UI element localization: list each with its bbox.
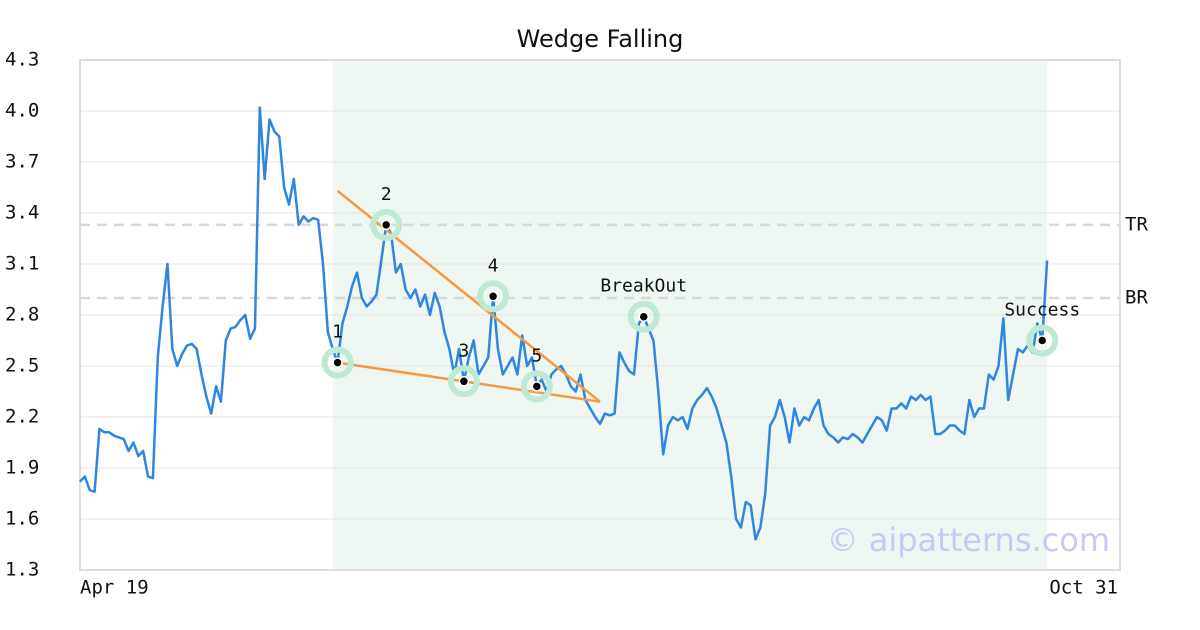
- marker-dot: [531, 381, 543, 392]
- marker-dot: [380, 219, 392, 231]
- y-tick-label: 1.6: [5, 508, 39, 530]
- marker-halo: [321, 346, 354, 379]
- y-tick-label: 4.0: [5, 100, 39, 122]
- level-label: BR: [1125, 287, 1148, 309]
- y-tick-label: 1.3: [5, 559, 39, 581]
- level-label: TR: [1125, 213, 1148, 235]
- marker-label: BreakOut: [600, 276, 687, 297]
- marker-label: Success: [1004, 300, 1080, 321]
- y-tick-label: 2.5: [5, 355, 39, 377]
- marker-halo: [1026, 324, 1059, 357]
- marker-halo: [627, 300, 660, 333]
- y-tick-label: 2.2: [5, 406, 39, 428]
- x-tick-label: Apr 19: [80, 577, 149, 599]
- marker-dot: [458, 376, 470, 387]
- marker-dot: [1036, 335, 1048, 346]
- marker-halo: [520, 370, 553, 403]
- price-line: [79, 106, 1049, 541]
- y-tick-label: 1.9: [5, 457, 39, 479]
- marker-halo: [447, 365, 480, 398]
- marker-label: 5: [531, 345, 542, 366]
- marker-dot: [487, 291, 499, 302]
- marker-halo: [370, 208, 403, 241]
- marker-label: 4: [488, 255, 499, 276]
- watermark: © aipatterns.com: [827, 521, 1110, 559]
- marker-label: 1: [332, 322, 343, 343]
- marker-label: 2: [381, 184, 392, 205]
- y-tick-label: 2.8: [5, 304, 39, 326]
- y-tick-label: 3.7: [5, 151, 39, 173]
- chart-title: Wedge Falling: [517, 25, 684, 53]
- plot-frame: [79, 59, 1121, 571]
- marker-dot: [638, 311, 649, 322]
- y-tick-label: 3.1: [5, 253, 39, 275]
- marker-label: 3: [459, 340, 470, 361]
- marker-dot: [332, 357, 343, 368]
- x-tick-label: Oct 31: [1049, 577, 1118, 599]
- y-tick-label: 3.4: [5, 202, 39, 224]
- marker-halo: [477, 280, 510, 313]
- y-tick-label: 4.3: [5, 49, 39, 71]
